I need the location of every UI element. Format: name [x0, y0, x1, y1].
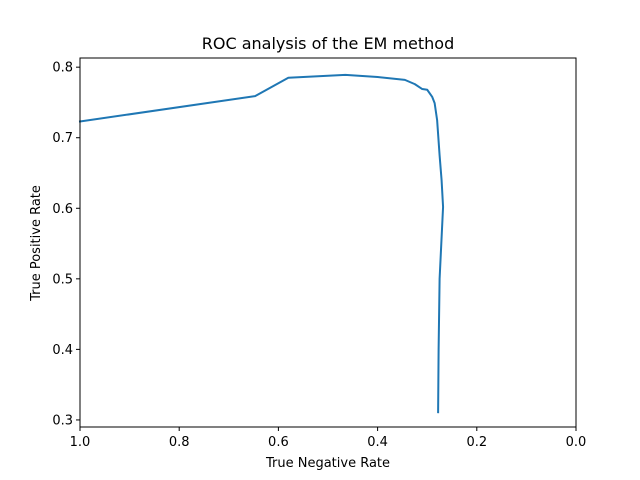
x-tick-label: 0.2 — [466, 435, 487, 450]
y-tick-label: 0.7 — [52, 131, 73, 146]
y-tick-label: 0.5 — [52, 272, 73, 287]
y-tick-label: 0.3 — [52, 413, 73, 428]
x-tick-label: 0.0 — [566, 435, 587, 450]
x-axis-label: True Negative Rate — [265, 456, 390, 471]
x-tick-label: 0.6 — [268, 435, 289, 450]
x-tick-label: 0.4 — [367, 435, 388, 450]
x-tick-label: 0.8 — [169, 435, 190, 450]
chart-title: ROC analysis of the EM method — [202, 34, 454, 53]
x-axis-ticks: 1.0 0.8 0.6 0.4 0.2 0.0 — [70, 427, 587, 450]
y-tick-label: 0.8 — [52, 61, 73, 76]
y-tick-label: 0.4 — [52, 343, 73, 358]
y-axis-label: True Positive Rate — [29, 185, 44, 302]
plot-area — [78, 73, 445, 414]
x-tick-label: 1.0 — [70, 435, 91, 450]
y-tick-label: 0.6 — [52, 202, 73, 217]
plot-frame — [79, 57, 577, 428]
y-axis-ticks: 0.3 0.4 0.5 0.6 0.7 0.8 — [52, 61, 80, 428]
roc-series-line-0 — [78, 73, 445, 414]
